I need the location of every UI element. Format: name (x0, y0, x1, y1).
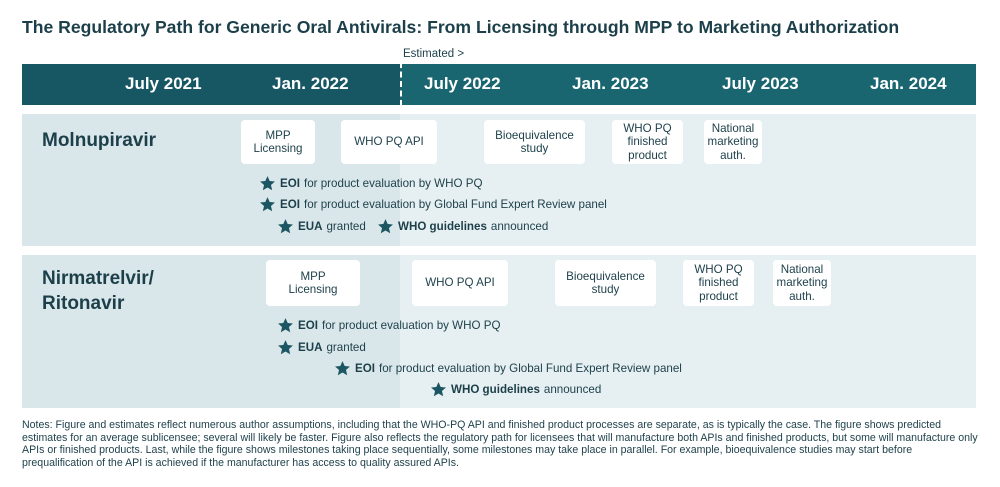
star-icon (278, 317, 293, 332)
estimated-divider (400, 62, 402, 106)
milestone-who-pq-api: WHO PQ API (341, 120, 437, 164)
event-keyword: EUA (298, 340, 323, 354)
milestone-who-pq-finished-product: WHO PQ finished product (683, 260, 754, 306)
star-icon (335, 360, 350, 375)
milestone-national-marketing-auth: National marketing auth. (773, 260, 831, 306)
star-icon (278, 218, 293, 233)
star-icon (260, 196, 275, 211)
molnupiravir-panel (22, 114, 976, 246)
event-text: announced (543, 382, 602, 396)
star-icon (378, 218, 393, 233)
event-who-guidelines: WHO guidelines announced (430, 380, 601, 398)
event-keyword: EOI (355, 361, 375, 375)
milestone-bioequivalence-study: Bioequivalence study (555, 260, 656, 306)
estimated-label: Estimated > (403, 48, 465, 60)
row-label-nirmatrelvir-ritonavir: Nirmatrelvir/ Ritonavir (42, 268, 154, 314)
event-who-guidelines: WHO guidelines announced (377, 217, 548, 235)
milestone-who-pq-finished-product: WHO PQ finished product (612, 120, 683, 164)
event-keyword: EOI (280, 176, 300, 190)
milestone-who-pq-api: WHO PQ API (412, 260, 508, 306)
event-eoi-who-pq: EOI for product evaluation by WHO PQ (277, 316, 500, 334)
timeline-tick: Jan. 2022 (272, 74, 349, 93)
timeline-header (22, 64, 976, 105)
star-icon (431, 381, 446, 396)
event-eoi-global-fund: EOI for product evaluation by Global Fund… (259, 195, 607, 213)
event-keyword: WHO guidelines (451, 382, 540, 396)
timeline-tick: July 2021 (125, 74, 202, 93)
event-keyword: WHO guidelines (398, 219, 487, 233)
milestone-mpp-licensing: MPP Licensing (241, 120, 315, 164)
event-text: for product evaluation by Global Fund Ex… (378, 361, 682, 375)
event-eoi-global-fund: EOI for product evaluation by Global Fund… (334, 359, 682, 377)
star-icon (278, 339, 293, 354)
timeline-header-estimated (400, 64, 976, 105)
milestone-national-marketing-auth: National marketing auth. (704, 120, 762, 164)
milestone-mpp-licensing: MPP Licensing (266, 260, 360, 306)
event-eoi-who-pq: EOI for product evaluation by WHO PQ (259, 174, 482, 192)
event-text: for product evaluation by WHO PQ (321, 318, 501, 332)
timeline-tick: July 2023 (722, 74, 799, 93)
figure-notes: Notes: Figure and estimates reflect nume… (22, 419, 978, 469)
event-eua-granted: EUA granted (277, 217, 366, 235)
event-keyword: EUA (298, 219, 323, 233)
event-text: for product evaluation by Global Fund Ex… (303, 197, 607, 211)
event-eua-granted: EUA granted (277, 338, 366, 356)
figure-title: The Regulatory Path for Generic Oral Ant… (22, 17, 900, 37)
event-text: announced (490, 219, 549, 233)
event-keyword: EOI (298, 318, 318, 332)
event-text: granted (326, 219, 366, 233)
timeline-tick: Jan. 2024 (870, 74, 947, 93)
row-label-molnupiravir: Molnupiravir (42, 130, 157, 151)
event-text: for product evaluation by WHO PQ (303, 176, 483, 190)
event-keyword: EOI (280, 197, 300, 211)
event-text: granted (326, 340, 366, 354)
timeline-tick: Jan. 2023 (572, 74, 649, 93)
star-icon (260, 175, 275, 190)
timeline-tick: July 2022 (424, 74, 501, 93)
milestone-bioequivalence-study: Bioequivalence study (484, 120, 585, 164)
